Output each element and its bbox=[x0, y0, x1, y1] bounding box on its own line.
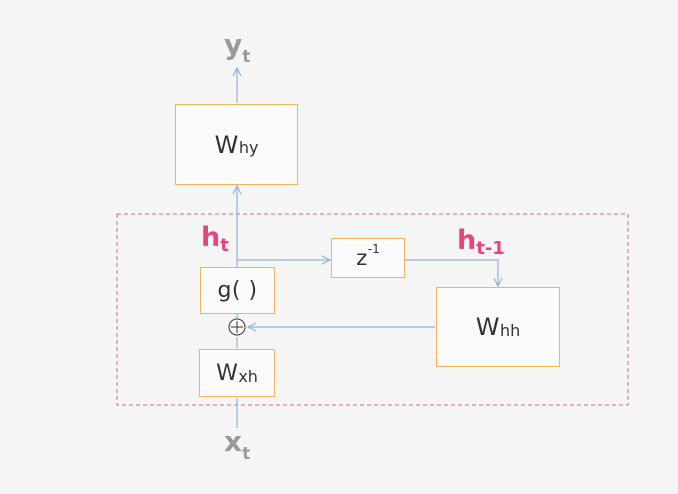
delay-main: z bbox=[356, 246, 368, 270]
input-subscript: t bbox=[242, 444, 251, 464]
delay-sup: -1 bbox=[367, 242, 380, 256]
wire-delay-to-whh bbox=[405, 259, 498, 286]
activation-label: g( ) bbox=[217, 278, 258, 303]
whh-main: W bbox=[475, 313, 500, 341]
htm1-label: ht-1 bbox=[457, 225, 505, 259]
why-sub: hy bbox=[238, 138, 259, 157]
output-subscript: t bbox=[242, 47, 251, 67]
htm1-symbol: h bbox=[457, 225, 477, 256]
input-label: xt bbox=[224, 425, 250, 464]
input-symbol: x bbox=[224, 425, 243, 458]
wxh-sub: xh bbox=[238, 366, 258, 386]
sum-node bbox=[228, 318, 246, 336]
ht-label: ht bbox=[201, 222, 229, 256]
htm1-subscript: t-1 bbox=[476, 238, 505, 259]
ht-symbol: h bbox=[201, 222, 221, 253]
delay-box: z -1 bbox=[331, 238, 405, 278]
wxh-main: W bbox=[216, 360, 239, 386]
ht-subscript: t bbox=[220, 235, 229, 256]
whh-sub: hh bbox=[499, 320, 521, 340]
output-label: yt bbox=[224, 28, 250, 67]
output-symbol: y bbox=[224, 28, 243, 61]
why-main: W bbox=[214, 130, 239, 159]
activation-box: g( ) bbox=[200, 267, 275, 314]
recurrent-cell-frame bbox=[116, 213, 629, 406]
